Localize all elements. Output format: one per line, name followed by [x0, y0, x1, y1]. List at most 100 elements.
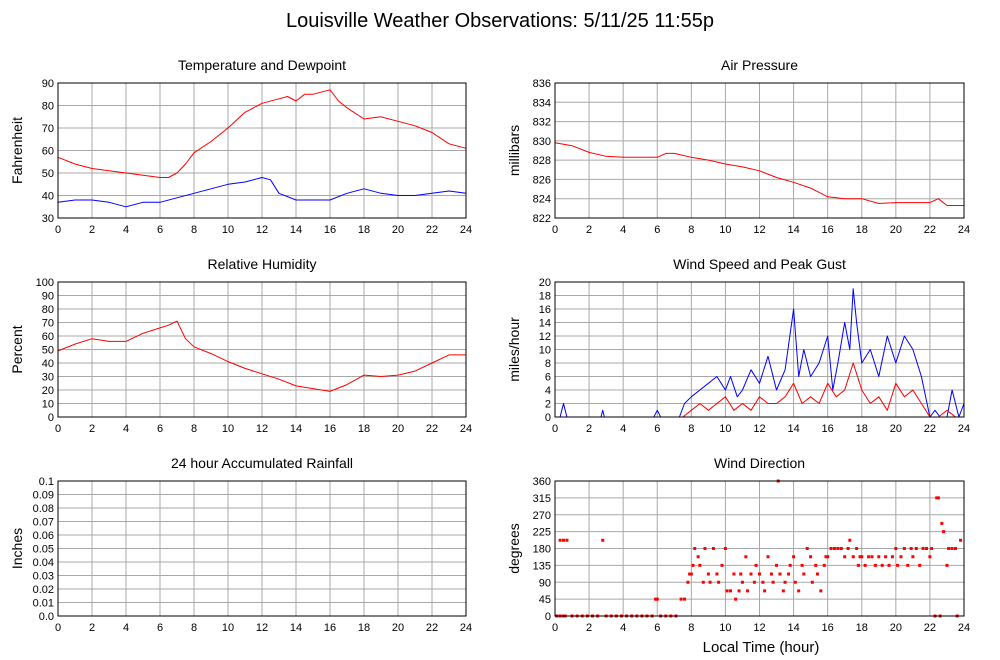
wind-series-line-0: [555, 288, 965, 418]
direction-data-point: [771, 580, 775, 584]
direction-data-point: [601, 538, 605, 542]
temp-xtick-label: 0: [55, 224, 61, 236]
pressure-xtick-label: 18: [856, 224, 868, 236]
humidity-ytick-label: 30: [42, 372, 54, 384]
direction-data-point: [558, 538, 562, 542]
wind-xtick-label: 22: [924, 423, 936, 435]
temp-xtick-label: 10: [222, 224, 234, 236]
humidity-xtick-label: 14: [290, 423, 302, 435]
humidity-ytick-label: 80: [42, 304, 54, 316]
direction-data-point: [740, 580, 744, 584]
temp-xtick-label: 4: [123, 224, 129, 236]
wind-xtick-label: 14: [787, 423, 799, 435]
direction-data-point: [894, 547, 898, 550]
direction-data-point: [717, 580, 721, 584]
wind-xtick-label: 16: [822, 423, 834, 435]
rain-xtick-label: 20: [392, 622, 404, 634]
direction-data-point: [856, 563, 860, 567]
humidity-plot-frame: [57, 281, 467, 418]
temp-ytick-label: 30: [42, 213, 54, 225]
wind-xtick-label: 12: [753, 423, 765, 435]
temp-chart-title: Temperature and Dewpoint: [178, 57, 346, 73]
direction-data-point: [867, 555, 871, 559]
direction-xtick-label: 4: [620, 622, 626, 634]
pressure-xtick-label: 4: [620, 224, 626, 236]
pressure-xtick-label: 0: [552, 224, 558, 236]
direction-data-point: [925, 547, 929, 550]
direction-data-point: [800, 563, 804, 567]
wind-xtick-label: 2: [586, 423, 592, 435]
direction-data-point: [786, 572, 790, 576]
rain-xtick-label: 24: [460, 622, 472, 634]
rain-xtick-label: 0: [55, 622, 61, 634]
humidity-xtick-label: 8: [191, 423, 197, 435]
direction-data-point: [826, 555, 830, 559]
direction-data-point: [749, 572, 753, 576]
direction-data-point: [744, 555, 748, 559]
direction-data-point: [928, 555, 932, 559]
direction-xtick-label: 0: [552, 622, 558, 634]
direction-data-point: [860, 555, 864, 559]
direction-data-point: [832, 547, 836, 550]
direction-xtick-label: 18: [856, 622, 868, 634]
temp-xtick-label: 6: [157, 224, 163, 236]
direction-data-point: [754, 563, 758, 567]
direction-data-point: [819, 589, 823, 593]
direction-data-point: [686, 580, 690, 584]
humidity-series-line-0: [57, 320, 466, 392]
rain-xtick-label: 4: [123, 622, 129, 634]
direction-data-point: [693, 547, 697, 550]
temp-ytick-label: 40: [42, 191, 54, 203]
direction-data-point: [758, 572, 761, 576]
temp-ytick-label: 80: [42, 101, 54, 113]
temp-series-line-1: [57, 177, 467, 208]
direction-plot-frame: [554, 480, 965, 617]
humidity-ytick-label: 70: [42, 318, 54, 330]
wind-xtick-label: 8: [688, 423, 694, 435]
wind-ytick-label: 12: [539, 331, 551, 343]
pressure-xtick-label: 22: [924, 224, 936, 236]
rain-ytick-label: 0.1: [39, 476, 54, 488]
pressure-ytick-label: 834: [533, 97, 551, 109]
pressure-xtick-label: 20: [890, 224, 902, 236]
direction-data-point: [688, 572, 692, 576]
direction-data-point: [914, 547, 918, 550]
direction-data-point: [691, 563, 695, 567]
direction-data-point: [701, 580, 705, 584]
direction-data-point: [711, 547, 715, 550]
humidity-xtick-label: 2: [89, 423, 95, 435]
direction-data-point: [720, 563, 724, 567]
rain-xtick-label: 8: [191, 622, 197, 634]
temp-plot-frame: [57, 82, 467, 219]
direction-xtick-label: 16: [822, 622, 834, 634]
humidity-ytick-label: 50: [42, 345, 54, 357]
direction-data-point: [698, 563, 702, 567]
direction-data-point: [706, 572, 710, 576]
direction-ytick-label: 315: [533, 493, 551, 505]
wind-xtick-label: 0: [552, 423, 558, 435]
direction-data-point: [959, 538, 963, 542]
direction-xtick-label: 10: [719, 622, 731, 634]
temp-xtick-label: 22: [426, 224, 438, 236]
direction-data-point: [696, 555, 700, 559]
rain-xtick-label: 6: [157, 622, 163, 634]
wind-ytick-label: 14: [539, 318, 551, 330]
pressure-xtick-label: 8: [688, 224, 694, 236]
wind-xtick-label: 6: [654, 423, 660, 435]
wind-ytick-label: 4: [545, 385, 551, 397]
wind-chart-title: Wind Speed and Peak Gust: [673, 256, 846, 272]
rain-ytick-label: 0.0: [39, 611, 54, 623]
humidity-ytick-label: 0: [48, 412, 54, 424]
humidity-ylabel: Percent: [9, 325, 25, 373]
direction-data-point: [655, 597, 659, 601]
temp-ytick-label: 90: [42, 78, 54, 90]
direction-xtick-label: 8: [688, 622, 694, 634]
direction-data-point: [562, 538, 566, 542]
pressure-ylabel: millibars: [506, 125, 522, 176]
rain-xtick-label: 14: [290, 622, 302, 634]
temp-xtick-label: 12: [256, 224, 268, 236]
direction-data-point: [945, 563, 949, 567]
direction-data-point: [950, 547, 954, 550]
